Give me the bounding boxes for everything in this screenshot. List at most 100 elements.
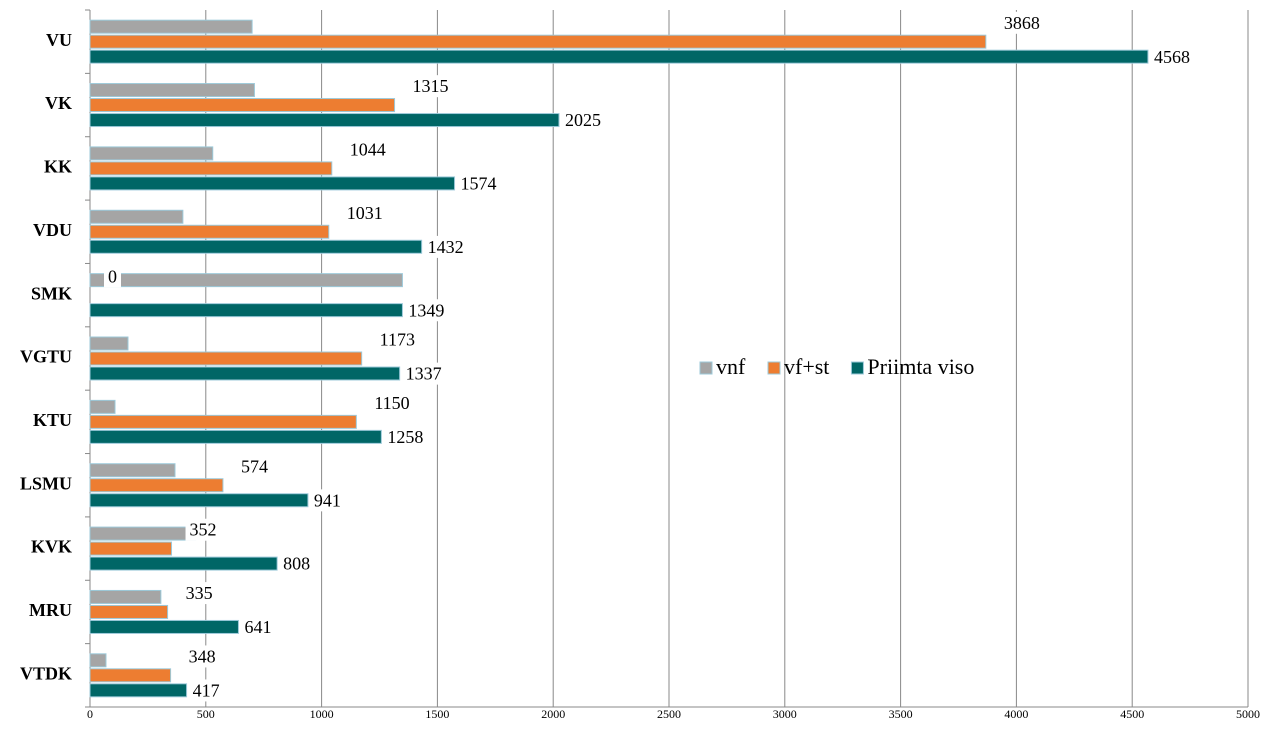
x-tick-label: 500 xyxy=(197,707,215,721)
bar xyxy=(89,429,382,444)
bar xyxy=(89,653,107,668)
category-label: KTU xyxy=(33,410,72,430)
data-label-bg xyxy=(383,425,428,448)
bar xyxy=(89,414,357,429)
category-label: LSMU xyxy=(20,473,72,493)
bar xyxy=(89,49,1149,64)
data-label: 808 xyxy=(283,554,310,574)
data-label: 641 xyxy=(244,617,271,637)
data-label: 941 xyxy=(314,490,341,510)
bar xyxy=(89,209,184,224)
data-label: 1031 xyxy=(347,203,383,223)
data-label: 348 xyxy=(189,646,216,666)
data-label: 1349 xyxy=(408,300,444,320)
data-label-bg xyxy=(104,265,121,288)
legend-swatch xyxy=(699,361,713,375)
category-label: VDU xyxy=(33,220,72,240)
bar xyxy=(89,161,333,176)
bar xyxy=(89,83,255,98)
x-tick-label: 1500 xyxy=(425,707,449,721)
data-label: 1315 xyxy=(413,76,449,96)
data-label: 1258 xyxy=(387,427,423,447)
bar xyxy=(89,399,116,414)
category-label: MRU xyxy=(29,600,72,620)
data-label: 1044 xyxy=(350,140,386,160)
data-label: 3868 xyxy=(1004,13,1040,33)
data-label-bg xyxy=(375,328,420,351)
bar xyxy=(89,683,188,698)
x-tick-label: 0 xyxy=(87,707,93,721)
data-label: 1173 xyxy=(380,330,415,350)
bar xyxy=(89,668,172,683)
data-label: 574 xyxy=(241,456,268,476)
bar xyxy=(89,146,214,161)
x-tick-label: 1000 xyxy=(310,707,334,721)
category-label: VU xyxy=(46,30,72,50)
category-label: VTDK xyxy=(20,663,72,683)
category-label: SMK xyxy=(31,283,72,303)
data-label-bg xyxy=(345,138,390,161)
bar xyxy=(89,478,224,493)
data-label: 352 xyxy=(190,520,217,540)
data-label: 1432 xyxy=(428,237,464,257)
bar xyxy=(89,463,176,478)
legend-label: Priimta viso xyxy=(867,354,974,379)
data-label: 0 xyxy=(108,266,117,286)
data-label: 417 xyxy=(193,680,220,700)
data-label-bg xyxy=(309,489,345,512)
bar xyxy=(89,493,309,508)
bar xyxy=(89,113,560,128)
bar xyxy=(89,589,162,604)
data-label: 1337 xyxy=(406,364,442,384)
category-label: VGTU xyxy=(20,347,72,367)
x-tick-label: 3000 xyxy=(773,707,797,721)
bar xyxy=(89,176,456,191)
x-tick-label: 4500 xyxy=(1120,707,1144,721)
category-label: VK xyxy=(45,93,72,113)
data-label: 1574 xyxy=(461,174,497,194)
data-label-bg xyxy=(236,455,272,478)
legend-swatch xyxy=(850,361,864,375)
x-tick-label: 5000 xyxy=(1236,707,1260,721)
data-label-bg xyxy=(370,391,414,414)
legend-label: vf+st xyxy=(784,354,829,379)
x-tick-label: 4000 xyxy=(1004,707,1028,721)
bar xyxy=(89,336,129,351)
bar xyxy=(89,526,197,541)
bar xyxy=(89,303,403,318)
data-label-bg xyxy=(279,552,315,575)
data-label: 4568 xyxy=(1154,47,1190,67)
data-label: 1150 xyxy=(374,393,409,413)
bar xyxy=(89,604,169,619)
data-label-bg xyxy=(560,109,605,132)
x-tick-label: 2000 xyxy=(541,707,565,721)
data-label-bg xyxy=(185,518,221,541)
bar xyxy=(89,619,239,634)
bar xyxy=(89,98,396,113)
data-label-bg xyxy=(342,201,387,224)
data-label-bg xyxy=(188,679,224,702)
data-label-bg xyxy=(1149,45,1194,68)
data-label-bg xyxy=(999,11,1044,34)
bar xyxy=(89,273,403,288)
bar xyxy=(89,351,363,366)
data-label-bg xyxy=(408,75,453,98)
data-label: 2025 xyxy=(565,110,601,130)
bar xyxy=(89,366,401,381)
x-tick-label: 3500 xyxy=(889,707,913,721)
bar xyxy=(89,224,330,239)
data-label-bg xyxy=(401,362,446,385)
data-label-bg xyxy=(184,645,220,668)
data-label-bg xyxy=(456,172,501,195)
legend-label: vnf xyxy=(716,354,746,379)
category-label: KVK xyxy=(31,537,72,557)
x-tick-label: 2500 xyxy=(657,707,681,721)
bar xyxy=(89,541,173,556)
data-label-bg xyxy=(240,616,276,639)
bar xyxy=(89,19,253,34)
data-label-bg xyxy=(404,299,449,322)
legend-swatch xyxy=(767,361,781,375)
data-label-bg xyxy=(181,582,217,605)
bar xyxy=(89,34,987,49)
